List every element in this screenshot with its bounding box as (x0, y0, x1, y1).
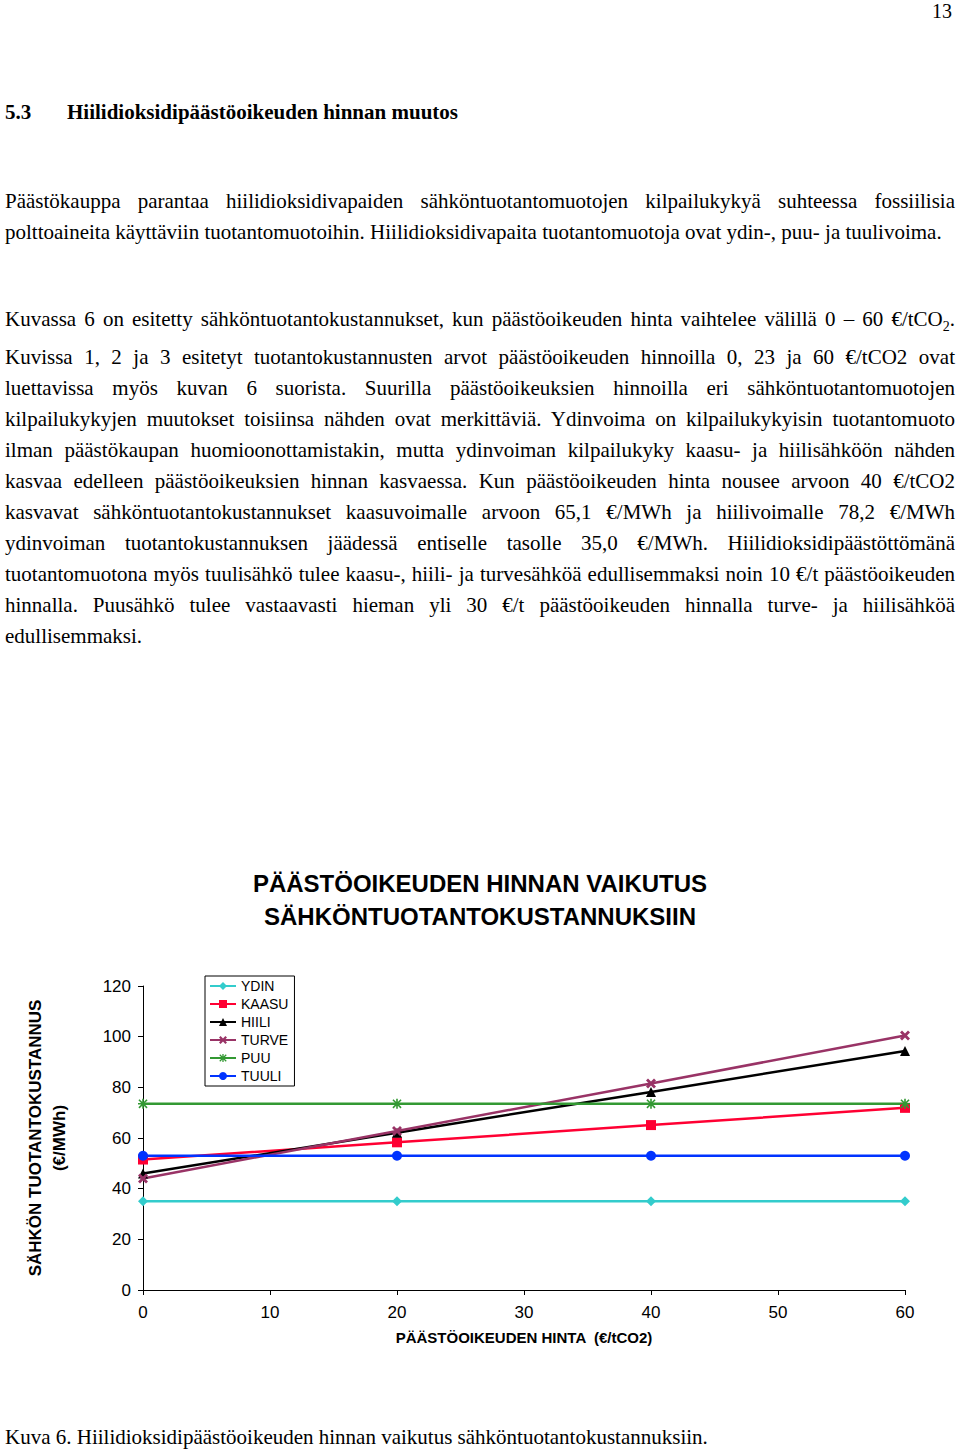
svg-text:80: 80 (112, 1078, 131, 1097)
svg-text:YDIN: YDIN (241, 978, 274, 994)
svg-text:40: 40 (112, 1179, 131, 1198)
html-text:5.3: 5.3 (5, 100, 32, 124)
svg-text:HIILI: HIILI (241, 1014, 271, 1030)
svg-text:40: 40 (642, 1303, 661, 1322)
html-text:Päästökauppa parantaa hiilidio: Päästökauppa parantaa hiilidioksidivapai… (5, 189, 955, 244)
svg-text:TURVE: TURVE (241, 1032, 288, 1048)
html-text:Kuva 6. Hiilidioksidipäästöoik: Kuva 6. Hiilidioksidipäästöoikeuden hinn… (5, 1425, 708, 1449)
svg-text:20: 20 (112, 1230, 131, 1249)
svg-text:KAASU: KAASU (241, 996, 288, 1012)
html-text:Hiilidioksidipäästöoikeuden hi: Hiilidioksidipäästöoikeuden hinnan muuto… (67, 100, 458, 124)
svg-text:60: 60 (112, 1129, 131, 1148)
svg-text:10: 10 (261, 1303, 280, 1322)
svg-text:120: 120 (103, 977, 131, 996)
svg-text:60: 60 (896, 1303, 915, 1322)
svg-text:(€/MWh): (€/MWh) (50, 1105, 69, 1171)
svg-text:PÄÄSTÖOIKEUDEN HINNAN VAIKUTUS: PÄÄSTÖOIKEUDEN HINNAN VAIKUTUS (253, 870, 707, 897)
svg-text:50: 50 (769, 1303, 788, 1322)
svg-text:SÄHKÖN TUOTANTOKUSTANNUS: SÄHKÖN TUOTANTOKUSTANNUS (26, 1000, 45, 1277)
svg-text:100: 100 (103, 1027, 131, 1046)
html-text:13: 13 (932, 0, 952, 22)
svg-text:20: 20 (388, 1303, 407, 1322)
svg-text:30: 30 (515, 1303, 534, 1322)
svg-text:PUU: PUU (241, 1050, 271, 1066)
svg-text:0: 0 (138, 1303, 147, 1322)
svg-text:PÄÄSTÖOIKEUDEN HINTA (€/tCO2): PÄÄSTÖOIKEUDEN HINTA (€/tCO2) (396, 1329, 653, 1346)
svg-text:TUULI: TUULI (241, 1068, 281, 1084)
html-text:Kuvassa 6 on esitetty sähköntu: Kuvassa 6 on esitetty sähköntuotantokust… (5, 307, 955, 649)
svg-text:SÄHKÖNTUOTANTOKUSTANNUKSIIN: SÄHKÖNTUOTANTOKUSTANNUKSIIN (264, 903, 696, 930)
svg-text:0: 0 (122, 1281, 131, 1300)
